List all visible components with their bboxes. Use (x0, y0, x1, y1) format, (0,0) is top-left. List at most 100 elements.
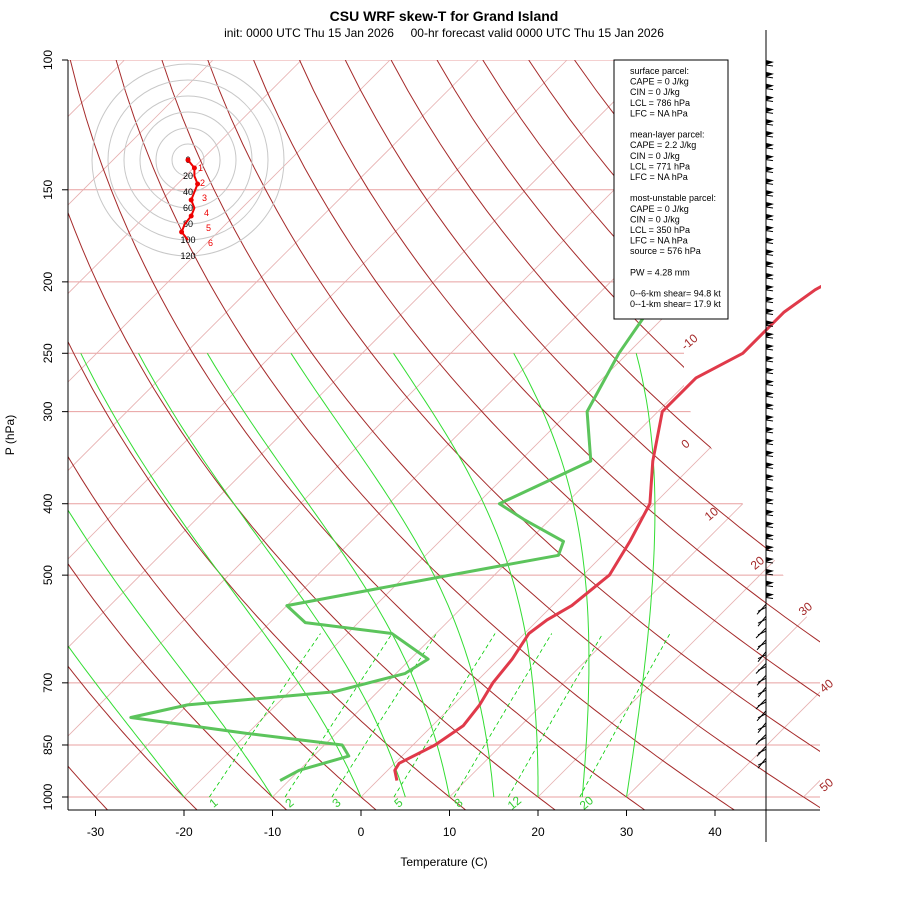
wind-barb-tick (757, 713, 767, 719)
wind-barb-tick (765, 384, 774, 386)
wind-barb-flag (766, 497, 774, 503)
hodograph-point (179, 229, 185, 235)
wind-barb-tick (765, 443, 774, 446)
hodograph-ring-label: 60 (183, 203, 193, 213)
stats-line: CAPE = 0 J/kg (630, 77, 689, 87)
wind-barb-flag (766, 438, 774, 444)
stats-line: CAPE = 2.2 J/kg (630, 140, 696, 150)
wind-barb-tick (757, 618, 767, 624)
wind-barb-tick (765, 478, 774, 481)
wind-barb-tick (757, 630, 767, 636)
moist-adiabat (138, 353, 406, 798)
wind-barb-flag (766, 190, 774, 196)
stats-line: PW = 4.28 mm (630, 267, 690, 277)
wind-barb-tick (765, 218, 774, 221)
stats-line: CAPE = 0 J/kg (630, 204, 689, 214)
wind-barb-tick (757, 606, 767, 612)
wind-barb-tick (757, 654, 767, 660)
wind-barb-tick (757, 666, 767, 671)
mixing-ratio-line (453, 633, 553, 798)
wind-barb-flag (766, 213, 774, 219)
hodograph-ring (155, 127, 221, 193)
wind-barb-flag (766, 142, 774, 148)
wind-barb-flag (766, 344, 774, 349)
wind-barb-flag (766, 580, 774, 586)
isotherm-line (714, 60, 820, 798)
wind-barb-flag (766, 107, 774, 113)
wind-barb-tick (765, 490, 774, 493)
hodograph-height-label: 6 (208, 238, 213, 248)
y-tick-label: 250 (41, 343, 55, 363)
hodograph-point (188, 197, 194, 203)
isotherm-label: 30 (796, 599, 815, 619)
x-tick-label: 40 (708, 825, 722, 839)
wind-barb-tick (765, 76, 774, 79)
isotherm-line (537, 60, 820, 798)
hodograph-ring (139, 111, 237, 209)
hodograph-point (188, 213, 194, 219)
stats-line: LCL = 786 hPa (630, 98, 690, 108)
stats-line: LFC = NA hPa (630, 172, 688, 182)
wind-barb-flag (766, 426, 774, 432)
mixing-ratio-line (579, 633, 671, 798)
wind-barb-tick (765, 466, 774, 469)
hodograph-height-label: 2 (200, 178, 205, 188)
isotherm-line (626, 60, 820, 798)
temperature-line (393, 284, 821, 781)
wind-barb-tick (765, 100, 774, 102)
wind-barb-tick (765, 194, 774, 197)
hodograph-ring (91, 63, 285, 257)
wind-barb-tick (765, 549, 774, 552)
y-tick-label: 500 (41, 565, 55, 585)
hodograph-ring (171, 143, 205, 177)
chart-subtitle: init: 0000 UTC Thu 15 Jan 2026 00-hr for… (224, 26, 664, 40)
y-tick-label: 700 (41, 673, 55, 693)
wind-barb-tick (765, 395, 774, 398)
y-tick-label: 100 (41, 50, 55, 70)
hodograph-ring (123, 95, 253, 225)
wind-barb-tick (757, 725, 767, 731)
dry-adiabat (344, 60, 820, 810)
y-axis-label: P (hPa) (3, 415, 17, 455)
wind-barb-tick (765, 502, 774, 505)
wind-barb-flag (766, 261, 774, 267)
wind-barb-flag (766, 355, 774, 361)
wind-barb-flag (766, 486, 774, 491)
stats-line: LCL = 350 hPa (630, 225, 690, 235)
wind-barb-flag (766, 403, 774, 409)
wind-barb-tick (765, 336, 774, 339)
hodograph-ring-label: 40 (183, 187, 193, 197)
wind-barb-flag (766, 379, 774, 385)
wind-barb-flag (766, 557, 774, 562)
x-tick-label: 20 (531, 825, 545, 839)
wind-barb-flag (766, 225, 774, 231)
isotherm-label: -10 (678, 331, 701, 353)
wind-barb-tick (765, 277, 774, 280)
wind-barb-tick (765, 419, 774, 422)
wind-barb-flag (766, 320, 774, 326)
isotherm-line (68, 60, 568, 798)
mixing-ratio-label: 3 (329, 795, 343, 810)
wind-barb-flag (766, 296, 774, 302)
wind-barb-tick (765, 360, 774, 363)
wind-barb-tick (765, 514, 774, 517)
y-tick-label: 400 (41, 493, 55, 513)
wind-barb-tick (765, 159, 774, 162)
hodograph-height-label: 5 (206, 223, 211, 233)
dry-adiabat (299, 60, 820, 810)
x-axis-label: Temperature (C) (400, 855, 487, 869)
wind-barb-flag (766, 521, 774, 527)
dry-adiabat (757, 60, 820, 810)
wind-barb-flag (766, 273, 774, 278)
wind-barb-tick (765, 324, 774, 327)
isotherm-line (68, 60, 391, 798)
wind-barb-tick (765, 372, 774, 375)
mixing-ratio-line (507, 633, 604, 798)
wind-barb-tick (757, 737, 767, 742)
wind-barb-tick (765, 407, 774, 410)
hodograph-height-label: 3 (202, 193, 207, 203)
stats-line: 0--6-km shear= 94.8 kt (630, 289, 721, 299)
wind-barb-tick (765, 64, 774, 67)
